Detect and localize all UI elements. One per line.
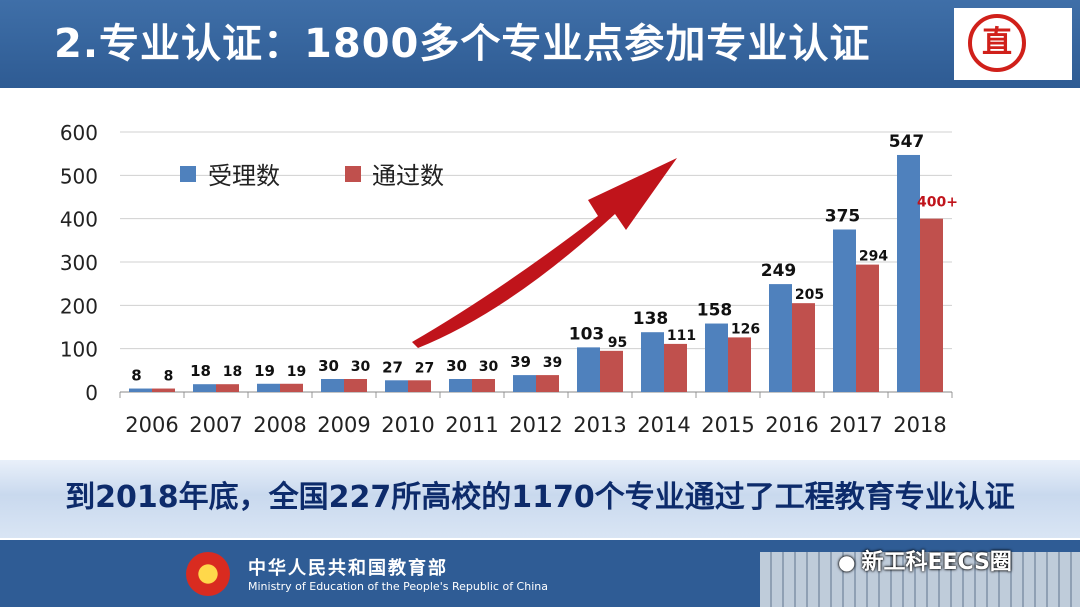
x-tick-label: 2007 xyxy=(189,413,242,437)
page-title: 2.专业认证：1800多个专业点参加专业认证 xyxy=(54,21,871,67)
data-label-series2: 19 xyxy=(287,364,306,380)
bar-series1 xyxy=(129,388,152,392)
national-emblem-icon xyxy=(186,552,230,596)
bar-series2 xyxy=(408,380,431,392)
bar-series1 xyxy=(897,154,920,392)
data-label-series1: 249 xyxy=(761,261,797,281)
ministry-name-cn: 中华人民共和国教育部 xyxy=(248,558,448,579)
bar-series2 xyxy=(920,218,943,392)
bar-series1 xyxy=(769,284,792,392)
wechat-icon: ● xyxy=(838,550,856,574)
bar-series1 xyxy=(513,375,536,392)
y-tick-label: 0 xyxy=(85,381,98,405)
bar-series1 xyxy=(641,332,664,392)
legend-swatch-series1 xyxy=(180,166,196,182)
bar-series2 xyxy=(792,303,815,392)
bar-series1 xyxy=(705,323,728,392)
x-tick-label: 2012 xyxy=(509,413,562,437)
bar-series2 xyxy=(152,388,175,392)
building-photo xyxy=(760,552,1080,607)
data-label-series2: 30 xyxy=(479,359,499,375)
bar-series2 xyxy=(280,383,303,392)
logo-emblem: 直 xyxy=(968,14,1026,72)
x-tick-label: 2016 xyxy=(765,413,818,437)
data-label-series1: 138 xyxy=(633,309,669,329)
ministry-name-en: Ministry of Education of the People's Re… xyxy=(248,580,548,593)
bar-series2 xyxy=(664,343,687,392)
x-tick-label: 2011 xyxy=(445,413,498,437)
bar-series1 xyxy=(449,379,472,392)
y-tick-label: 200 xyxy=(60,294,98,318)
legend-label-series1: 受理数 xyxy=(208,162,280,190)
data-label-series1: 18 xyxy=(190,362,211,380)
header-bar: 2.专业认证：1800多个专业点参加专业认证 直 xyxy=(0,0,1080,88)
bar-series2 xyxy=(856,264,879,392)
x-tick-label: 2006 xyxy=(125,413,178,437)
data-label-series1: 8 xyxy=(131,367,141,385)
y-tick-label: 300 xyxy=(60,251,98,275)
bar-series1 xyxy=(321,379,344,392)
chart-area: 0 100 200 300 400 500 600 2006 8 8 2007 18 18 2008 19 1… xyxy=(0,96,1080,456)
data-label-series1: 27 xyxy=(382,358,403,376)
data-label-series2: 126 xyxy=(731,321,760,337)
data-label-series2: 27 xyxy=(415,360,434,376)
legend-label-series2: 通过数 xyxy=(372,162,444,190)
bar-series1 xyxy=(193,384,216,392)
data-label-series2: 111 xyxy=(667,328,696,344)
x-tick-label: 2010 xyxy=(381,413,434,437)
bar-chart: 0 100 200 300 400 500 600 2006 8 8 2007 18 18 2008 19 1… xyxy=(60,121,958,437)
data-label-series1: 547 xyxy=(889,132,925,152)
bar-series2 xyxy=(472,379,495,392)
data-label-series1: 375 xyxy=(825,207,861,227)
x-tick-label: 2014 xyxy=(637,413,690,437)
bar-series1 xyxy=(833,229,856,392)
bar-series2 xyxy=(344,379,367,392)
data-label-series2: 8 xyxy=(164,369,174,385)
x-tick-label: 2008 xyxy=(253,413,306,437)
data-label-series1: 30 xyxy=(446,357,467,375)
data-label-series2: 95 xyxy=(608,335,627,351)
x-tick-label: 2013 xyxy=(573,413,626,437)
logo-panel: 直 xyxy=(954,8,1072,80)
data-label-series2: 205 xyxy=(795,287,824,303)
trend-arrow-icon xyxy=(412,158,677,348)
bar-series2 xyxy=(728,337,751,392)
x-tick-label: 2015 xyxy=(701,413,754,437)
data-label-series1: 158 xyxy=(697,301,733,321)
x-tick-label: 2017 xyxy=(829,413,882,437)
y-tick-label: 500 xyxy=(60,164,98,188)
y-tick-label: 400 xyxy=(60,208,98,232)
bar-series2 xyxy=(536,375,559,392)
bar-series1 xyxy=(257,383,280,392)
bar-series2 xyxy=(600,350,623,392)
data-label-series1: 39 xyxy=(510,353,531,371)
data-label-series2: 294 xyxy=(859,249,888,265)
x-tick-label: 2018 xyxy=(893,413,946,437)
data-label-series2: 18 xyxy=(223,364,242,380)
data-label-series1: 103 xyxy=(569,324,605,344)
summary-banner: 到2018年底，全国227所高校的1170个专业通过了工程教育专业认证 xyxy=(0,460,1080,538)
data-label-series1: 19 xyxy=(254,362,275,380)
y-tick-label: 100 xyxy=(60,338,98,362)
wechat-watermark: ● 新工科EECS圈 xyxy=(838,544,1012,576)
bar-series2 xyxy=(216,384,239,392)
wechat-account-name: 新工科EECS圈 xyxy=(861,550,1012,575)
data-label-series1: 30 xyxy=(318,357,339,375)
legend-swatch-series2 xyxy=(345,166,361,182)
x-tick-label: 2009 xyxy=(317,413,370,437)
data-label-series2: 400+ xyxy=(917,195,958,211)
y-tick-label: 600 xyxy=(60,121,98,145)
data-label-series2: 39 xyxy=(543,355,562,371)
bar-series1 xyxy=(577,347,600,392)
summary-text: 到2018年底，全国227所高校的1170个专业通过了工程教育专业认证 xyxy=(65,480,1015,515)
bar-series1 xyxy=(385,380,408,392)
data-label-series2: 30 xyxy=(351,359,371,375)
